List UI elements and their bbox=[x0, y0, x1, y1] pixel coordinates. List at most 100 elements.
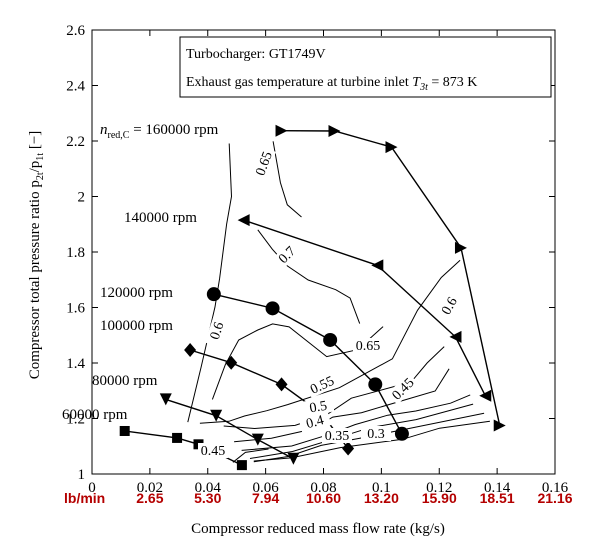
efficiency-contour-0-4 bbox=[249, 403, 474, 459]
secondary-x-tick-label: 18.51 bbox=[480, 490, 515, 506]
x-tick-label: 0.02 bbox=[137, 480, 163, 496]
efficiency-label-bg bbox=[298, 410, 332, 433]
efficiency-label-bg bbox=[251, 146, 276, 181]
y-tick-label: 2.4 bbox=[66, 79, 85, 95]
triangle-right-marker bbox=[454, 241, 467, 254]
triangle-right-marker bbox=[493, 419, 506, 432]
y-axis-title-main: Compressor total pressure ratio p bbox=[27, 180, 43, 379]
triangle-right-marker bbox=[275, 124, 288, 137]
circle-marker bbox=[394, 426, 409, 441]
efficiency-label-bg bbox=[322, 428, 352, 443]
efficiency-contour-0-5 bbox=[234, 368, 450, 443]
efficiency-label-bg bbox=[198, 443, 228, 458]
speed-line-140000-rpm bbox=[243, 219, 486, 397]
secondary-x-tick-label: 5.30 bbox=[194, 490, 221, 506]
efficiency-contour-0-7 bbox=[257, 229, 361, 324]
info-line-2-symbol: T bbox=[412, 75, 421, 90]
x-tick-label: 0.12 bbox=[426, 480, 452, 496]
diamond-marker bbox=[225, 355, 238, 370]
x-tick-label: 0.14 bbox=[484, 480, 511, 496]
x-tick-label: 0.04 bbox=[195, 480, 222, 496]
info-box-frame bbox=[179, 36, 552, 98]
efficiency-label: 0.4 bbox=[305, 413, 326, 432]
speed-label-120000-rpm: 120000 rpm bbox=[100, 285, 173, 301]
chart-labels: nred,C = 160000 rpm 140000 rpm 120000 rpm 1… bbox=[62, 122, 464, 459]
y-axis-title: Compressor total pressure ratio p2t/p1t … bbox=[27, 131, 46, 380]
x-tick-label: 0.1 bbox=[372, 480, 391, 496]
speed-label-60000-rpm: 60000 rpm bbox=[62, 407, 128, 423]
efficiency-label-bg bbox=[204, 314, 229, 348]
y-axis-title-sub-1: 2t bbox=[35, 172, 46, 180]
secondary-x-tick-label: 13.20 bbox=[364, 490, 399, 506]
y-tick-label: 2 bbox=[78, 190, 86, 206]
triangle-down-marker bbox=[287, 452, 300, 465]
y-tick-label: 2.2 bbox=[66, 134, 85, 150]
diamond-marker bbox=[342, 441, 355, 456]
x-tick-label: 0 bbox=[88, 480, 96, 496]
efficiency-label: 0.3 bbox=[367, 427, 385, 442]
triangle-left-marker bbox=[371, 259, 384, 272]
speed-line-80000-rpm bbox=[165, 398, 294, 460]
speed-label-160000-rpm: nred,C = 160000 rpm bbox=[100, 122, 219, 141]
triangle-left-marker bbox=[449, 330, 462, 343]
diamond-marker bbox=[184, 342, 197, 357]
circle-marker bbox=[206, 287, 221, 302]
triangle-right-marker bbox=[328, 125, 341, 138]
circle-marker bbox=[368, 377, 383, 392]
speed-label-140000-rpm: 140000 rpm bbox=[124, 210, 197, 226]
secondary-x-tick-label: 21.16 bbox=[537, 490, 572, 506]
efficiency-contour-0-55 bbox=[223, 346, 445, 430]
y-axis-title-tail: [−] bbox=[27, 131, 43, 153]
info-line-1: Turbocharger: GT1749V bbox=[186, 47, 326, 62]
y-tick-label: 1 bbox=[78, 467, 86, 483]
efficiency-contour-0-6 bbox=[187, 143, 233, 423]
efficiency-label: 0.6 bbox=[208, 320, 228, 341]
triangle-down-marker bbox=[159, 393, 172, 406]
efficiency-label-bg bbox=[305, 371, 339, 399]
info-line-2-suffix: = 873 K bbox=[428, 75, 478, 90]
efficiency-contour-0-65 bbox=[211, 323, 384, 400]
secondary-x-tick-label: 2.65 bbox=[136, 490, 163, 506]
info-line-2-prefix: Exhaust gas temperature at turbine inlet bbox=[186, 75, 412, 90]
secondary-x-tick-label: 7.94 bbox=[252, 490, 279, 506]
speed-label-100000-rpm: 100000 rpm bbox=[100, 318, 173, 334]
y-tick-label: 1.8 bbox=[66, 245, 85, 261]
plot-frame: 0 0.02 0.04 0.06 0.08 0.1 0.12 0.14 0.16 1 1.2 1.4 1… bbox=[66, 23, 572, 506]
x-tick-label: 0.06 bbox=[253, 480, 280, 496]
efficiency-label-bg bbox=[435, 289, 464, 323]
triangle-left-marker bbox=[479, 389, 492, 402]
y-tick-label: 1.6 bbox=[66, 301, 85, 317]
triangle-right-marker bbox=[385, 141, 398, 154]
efficiency-label-bg bbox=[353, 338, 383, 353]
y-axis-title-mid: /p bbox=[27, 161, 43, 173]
info-line-2-subscript: 3t bbox=[419, 82, 428, 93]
efficiency-label: 0.45 bbox=[201, 444, 226, 459]
secondary-x-tick-label: 10.60 bbox=[306, 490, 341, 506]
x-tick-label: 0.16 bbox=[542, 480, 569, 496]
efficiency-contour-0-3 bbox=[253, 420, 490, 462]
info-line-2: Exhaust gas temperature at turbine inlet… bbox=[186, 75, 477, 93]
speed-label-80000-rpm: 80000 rpm bbox=[92, 373, 158, 389]
efficiency-label-bg bbox=[361, 426, 391, 441]
info-box: Turbocharger: GT1749V Exhaust gas temper… bbox=[179, 36, 552, 98]
efficiency-label: 0.65 bbox=[356, 339, 381, 354]
square-marker bbox=[172, 432, 183, 443]
efficiency-contour-0-65 bbox=[272, 141, 302, 218]
efficiency-label: 0.35 bbox=[325, 429, 350, 444]
secondary-axis-unit: lb/min bbox=[64, 490, 105, 506]
efficiency-contour-0-45 bbox=[241, 394, 471, 451]
x-axis-title: Compressor reduced mass flow rate (kg/s) bbox=[191, 521, 445, 537]
triangle-left-marker bbox=[237, 214, 250, 227]
efficiency-label-bg bbox=[270, 238, 303, 271]
diamond-marker bbox=[275, 377, 288, 392]
efficiency-label-bg bbox=[386, 372, 419, 405]
y-axis-title-sub-2: 1t bbox=[35, 153, 46, 161]
secondary-x-tick-label: 15.90 bbox=[422, 490, 457, 506]
circle-marker bbox=[265, 301, 280, 316]
y-tick-label: 2.6 bbox=[66, 23, 85, 39]
triangle-down-marker bbox=[210, 409, 223, 422]
circle-marker bbox=[323, 332, 338, 347]
triangle-down-marker bbox=[251, 433, 264, 446]
speed-line-markers bbox=[119, 124, 506, 471]
